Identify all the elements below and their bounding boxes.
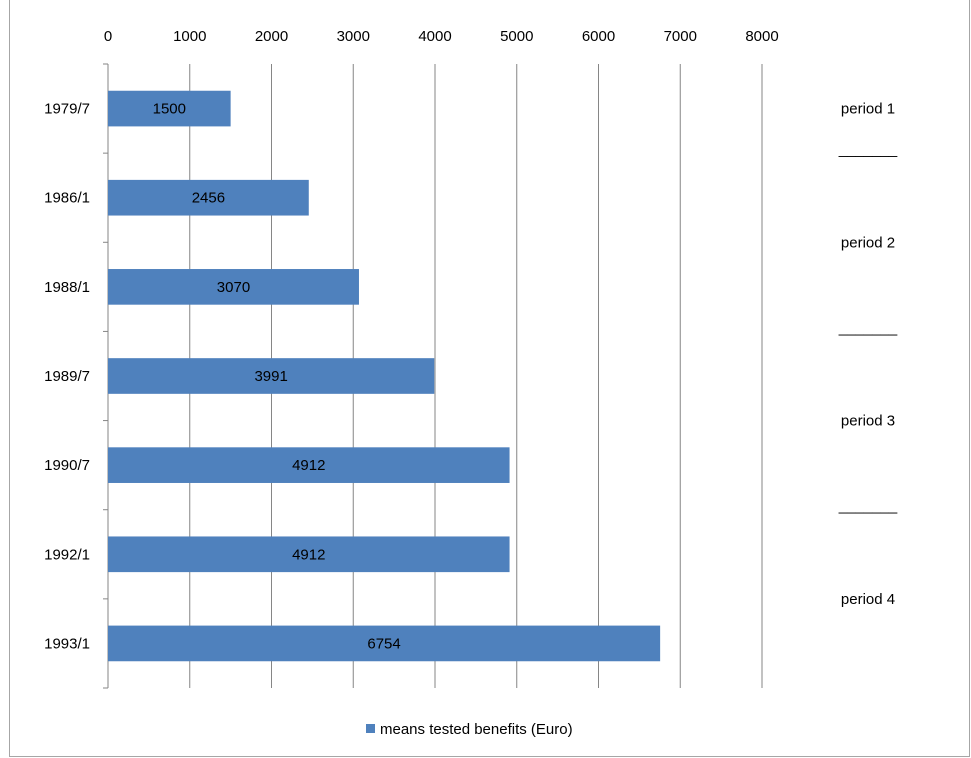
bar-value-label: 4912 [292,457,325,474]
bar [108,269,359,305]
category-label: 1988/1 [44,279,90,296]
x-tick-label: 5000 [500,28,533,45]
x-tick-label: 0 [104,28,112,45]
bar-value-label: 2456 [192,190,225,207]
period-label: period 3 [841,413,895,430]
category-label: 1993/1 [44,635,90,652]
period-label: period 2 [841,234,895,251]
axes [103,63,109,689]
category-label: 1979/7 [44,101,90,118]
category-label: 1986/1 [44,190,90,207]
bar-value-label: 1500 [153,101,186,118]
period-label: period 4 [841,591,895,608]
x-tick-label: 7000 [664,28,697,45]
x-tick-label: 8000 [745,28,778,45]
chart-area: 0 1000 2000 3000 4000 5000 6000 7000 8000 1500 197… [9,0,970,757]
period-separator: _______ [838,498,898,515]
legend: means tested benefits (Euro) [366,721,573,738]
bars [108,90,661,662]
bar-value-label: 6754 [367,635,400,652]
bar [108,358,435,394]
bar [108,536,510,573]
category-label: 1989/7 [44,368,90,385]
bar-value-label: 3070 [217,279,250,296]
bar [108,625,661,662]
x-tick-label: 2000 [255,28,288,45]
x-tick-label: 3000 [337,28,370,45]
x-tick-label: 1000 [173,28,206,45]
category-label: 1990/7 [44,457,90,474]
bar [108,179,309,216]
legend-label: means tested benefits (Euro) [380,721,573,738]
bar [108,447,510,483]
period-label: period 1 [841,101,895,118]
x-tick-label: 4000 [418,28,451,45]
x-tick-label: 6000 [582,28,615,45]
period-separator: _______ [838,141,898,158]
bar [108,90,231,127]
labels: 0 1000 2000 3000 4000 5000 6000 7000 8000 1500 197… [44,28,898,652]
category-label: 1992/1 [44,546,90,563]
bar-value-label: 3991 [254,368,287,385]
bar-value-label: 4912 [292,546,325,563]
legend-swatch [366,724,375,733]
period-separator: _______ [838,319,898,336]
bar-chart: 0 1000 2000 3000 4000 5000 6000 7000 8000 1500 197… [44,28,898,738]
